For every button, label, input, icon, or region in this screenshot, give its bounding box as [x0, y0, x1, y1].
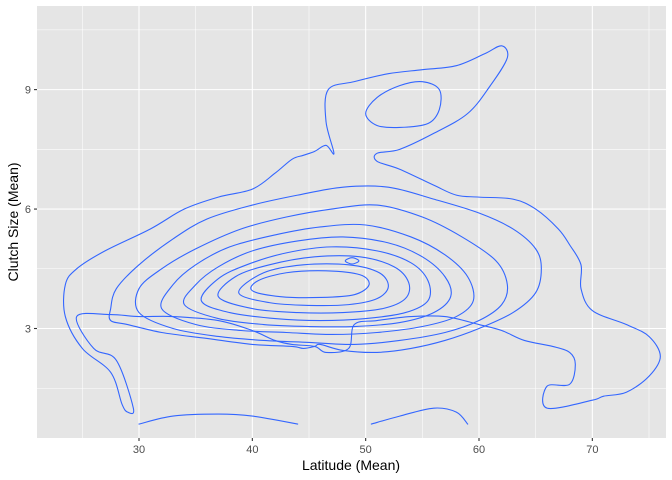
contour-line-peak-contour	[344, 257, 360, 265]
contour-line-outer-contour	[63, 45, 661, 415]
contour-line-contour-5	[182, 236, 452, 328]
grid-minor	[37, 6, 666, 438]
y-axis: 3 6 9	[25, 85, 37, 336]
contour-line-contour-8	[238, 263, 389, 307]
y-axis-title: Clutch Size (Mean)	[5, 162, 21, 281]
x-axis-title: Latitude (Mean)	[302, 457, 400, 473]
plot-panel	[37, 6, 666, 438]
contour-line-contour-2	[108, 185, 542, 354]
y-tick-label: 9	[25, 85, 31, 97]
y-tick-label: 3	[25, 324, 31, 336]
contour-line-bottom-left-arc	[138, 413, 299, 425]
contour-line-contour-7	[217, 255, 411, 314]
x-tick-label: 70	[586, 444, 598, 456]
x-tick-label: 30	[133, 444, 145, 456]
contour-line-contour-4	[160, 223, 475, 336]
contour-line-contour-9	[250, 270, 370, 299]
x-tick-label: 60	[473, 444, 485, 456]
x-tick-label: 50	[360, 444, 372, 456]
contour-line-contour-6	[200, 246, 432, 322]
contour-line-contour-3	[134, 204, 509, 346]
contour-line-bottom-mid-arc	[370, 407, 469, 425]
x-axis: 30 40 50 60 70	[133, 438, 598, 456]
contour-line-upper-island	[365, 80, 442, 129]
x-tick-label: 40	[246, 444, 258, 456]
contour-lines	[63, 45, 661, 425]
y-tick-label: 6	[25, 204, 31, 216]
